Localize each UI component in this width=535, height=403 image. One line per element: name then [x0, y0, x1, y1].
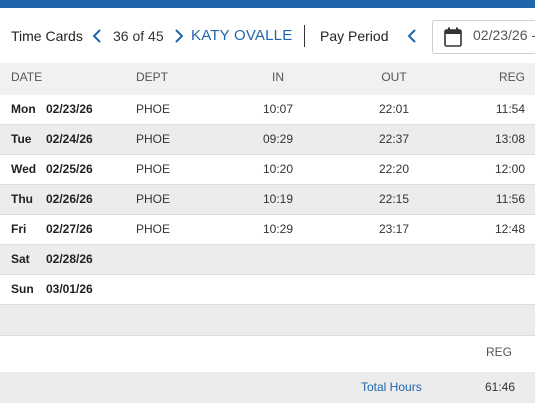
row-in: 09:29	[262, 132, 294, 146]
row-out: 22:15	[378, 192, 410, 206]
header-divider	[304, 25, 305, 47]
table-row[interactable]: Tue 02/24/26 PHOE 09:29 22:37 13:08	[0, 125, 535, 155]
row-day: Thu	[11, 192, 33, 206]
total-hours-value: 61:46	[484, 380, 515, 394]
row-in: 10:07	[262, 102, 294, 116]
column-header-out: OUT	[381, 70, 407, 84]
row-reg: 13:08	[494, 132, 525, 146]
row-dept: PHOE	[136, 222, 171, 236]
row-day: Sat	[11, 252, 30, 266]
top-accent-bar	[0, 0, 535, 8]
row-out: 22:01	[378, 102, 410, 116]
table-row[interactable]: Thu 02/26/26 PHOE 10:19 22:15 11:56	[0, 185, 535, 215]
row-reg: 11:54	[495, 102, 525, 116]
column-header-in: IN	[272, 70, 284, 84]
calendar-icon	[444, 27, 462, 47]
row-date: 02/28/26	[46, 252, 93, 266]
row-day: Fri	[11, 222, 27, 236]
table-row[interactable]: Fri 02/27/26 PHOE 10:29 23:17 12:48	[0, 215, 535, 245]
row-dept: PHOE	[136, 162, 171, 176]
table-row[interactable]: Mon 02/23/26 PHOE 10:07 22:01 11:54	[0, 95, 535, 125]
table-row[interactable]: Sat 02/28/26	[0, 245, 535, 275]
row-day: Sun	[11, 282, 34, 296]
table-row[interactable]: Wed 02/25/26 PHOE 10:20 22:20 12:00	[0, 155, 535, 185]
row-out: 22:20	[378, 162, 410, 176]
row-reg: 12:00	[494, 162, 525, 176]
row-out: 22:37	[378, 132, 410, 146]
chevron-right-icon[interactable]	[170, 27, 188, 45]
row-date: 03/01/26	[46, 282, 93, 296]
pay-period-date-picker[interactable]: 02/23/26 -	[432, 20, 535, 54]
row-dept: PHOE	[136, 132, 171, 146]
page-title: Time Cards	[11, 28, 83, 44]
record-counter: 36 of 45	[113, 28, 164, 44]
row-date: 02/23/26	[46, 102, 93, 116]
column-header-dept: DEPT	[136, 70, 169, 84]
row-date: 02/26/26	[46, 192, 93, 206]
row-reg: 12:48	[494, 222, 525, 236]
row-in: 10:29	[262, 222, 294, 236]
row-in: 10:19	[262, 192, 294, 206]
row-reg: 11:56	[495, 192, 525, 206]
summary-header-row: REG	[0, 336, 535, 370]
row-day: Tue	[11, 132, 32, 146]
column-header-date: DATE	[11, 70, 43, 84]
table-spacer	[0, 305, 535, 336]
table-row[interactable]: Sun 03/01/26	[0, 275, 535, 305]
column-header-reg: REG	[498, 70, 525, 84]
pay-period-label: Pay Period	[320, 28, 389, 44]
employee-name: KATY OVALLE	[191, 27, 293, 44]
pay-period-prev-chevron-icon[interactable]	[403, 27, 421, 45]
pay-period-date-value: 02/23/26 -	[473, 27, 535, 43]
timecard-header: Time Cards 36 of 45 KATY OVALLE Pay Peri…	[0, 8, 535, 63]
total-hours-row: Total Hours 61:46	[0, 372, 535, 403]
row-dept: PHOE	[136, 102, 171, 116]
summary-reg-label: REG	[485, 345, 512, 359]
row-date: 02/24/26	[46, 132, 93, 146]
timecard-table-body: Mon 02/23/26 PHOE 10:07 22:01 11:54 Tue …	[0, 95, 535, 305]
row-date: 02/25/26	[46, 162, 93, 176]
row-dept: PHOE	[136, 192, 171, 206]
total-hours-label: Total Hours	[361, 380, 422, 394]
chevron-left-icon[interactable]	[88, 27, 106, 45]
row-date: 02/27/26	[46, 222, 93, 236]
table-header: DATE DEPT IN OUT REG	[0, 63, 535, 95]
row-in: 10:20	[262, 162, 294, 176]
row-out: 23:17	[378, 222, 410, 236]
row-day: Mon	[11, 102, 36, 116]
row-day: Wed	[11, 162, 37, 176]
